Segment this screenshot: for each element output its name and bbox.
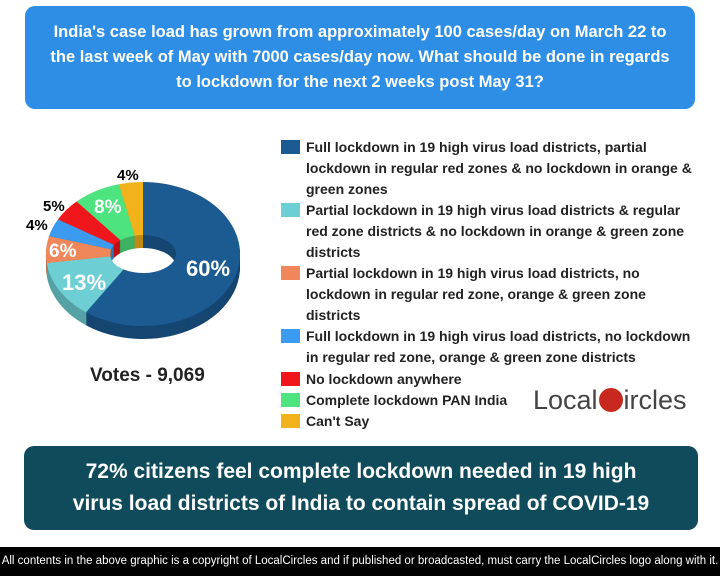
slice-6 — [118, 182, 143, 236]
legend-label: Partial lockdown in 19 high virus load d… — [306, 202, 685, 260]
legend-item: Full lockdown in 19 high virus load dist… — [281, 326, 701, 368]
slice-label-6: 4% — [117, 167, 139, 184]
legend-swatch — [281, 329, 300, 343]
slice-0 — [85, 182, 240, 326]
localcircles-logo: Local ircles — [533, 385, 687, 416]
legend-label: Full lockdown in 19 high virus load dist… — [306, 139, 692, 197]
legend-swatch — [281, 266, 300, 280]
legend-swatch — [281, 372, 300, 386]
legend-item: Partial lockdown in 19 high virus load d… — [281, 263, 701, 326]
legend-item: Complete lockdown PAN India — [281, 390, 701, 411]
copyright-footer: All contents in the above graphic is a c… — [0, 547, 720, 576]
legend-label: Complete lockdown PAN India — [306, 392, 508, 408]
legend-label: Full lockdown in 19 high virus load dist… — [306, 328, 691, 365]
logo-pin-icon — [598, 388, 623, 412]
question-header: India's case load has grown from approxi… — [25, 6, 695, 109]
legend-item: No lockdown anywhere — [281, 369, 701, 390]
votes-count: Votes - 9,069 — [90, 365, 205, 386]
legend-item: Can't Say — [281, 411, 701, 432]
legend-swatch — [281, 203, 300, 217]
legend-label: Can't Say — [306, 413, 370, 429]
legend-item: Partial lockdown in 19 high virus load d… — [281, 200, 701, 263]
slice-4 — [57, 201, 121, 245]
slice-label-4: 5% — [43, 198, 65, 215]
legend: Full lockdown in 19 high virus load dist… — [281, 137, 701, 432]
logo-text-left: Local — [533, 385, 598, 415]
slice-5 — [76, 184, 135, 241]
legend-item: Full lockdown in 19 high virus load dist… — [281, 137, 701, 200]
legend-swatch — [281, 140, 300, 154]
legend-swatch — [281, 393, 300, 407]
slice-label-0: 60% — [186, 256, 231, 281]
slice-3 — [49, 219, 115, 250]
slice-1 — [46, 256, 124, 313]
legend-swatch — [281, 414, 300, 428]
donut-chart — [45, 182, 240, 339]
slice-label-3: 4% — [26, 217, 48, 234]
conclusion-banner: 72% citizens feel complete lockdown need… — [24, 446, 698, 530]
logo-text-right: ircles — [623, 385, 687, 415]
legend-label: No lockdown anywhere — [306, 371, 462, 387]
slice-label-1: 13% — [62, 270, 107, 295]
slice-label-5: 8% — [94, 197, 122, 218]
slice-label-2: 6% — [49, 241, 77, 262]
legend-label: Partial lockdown in 19 high virus load d… — [306, 265, 646, 323]
slice-2 — [45, 236, 112, 264]
